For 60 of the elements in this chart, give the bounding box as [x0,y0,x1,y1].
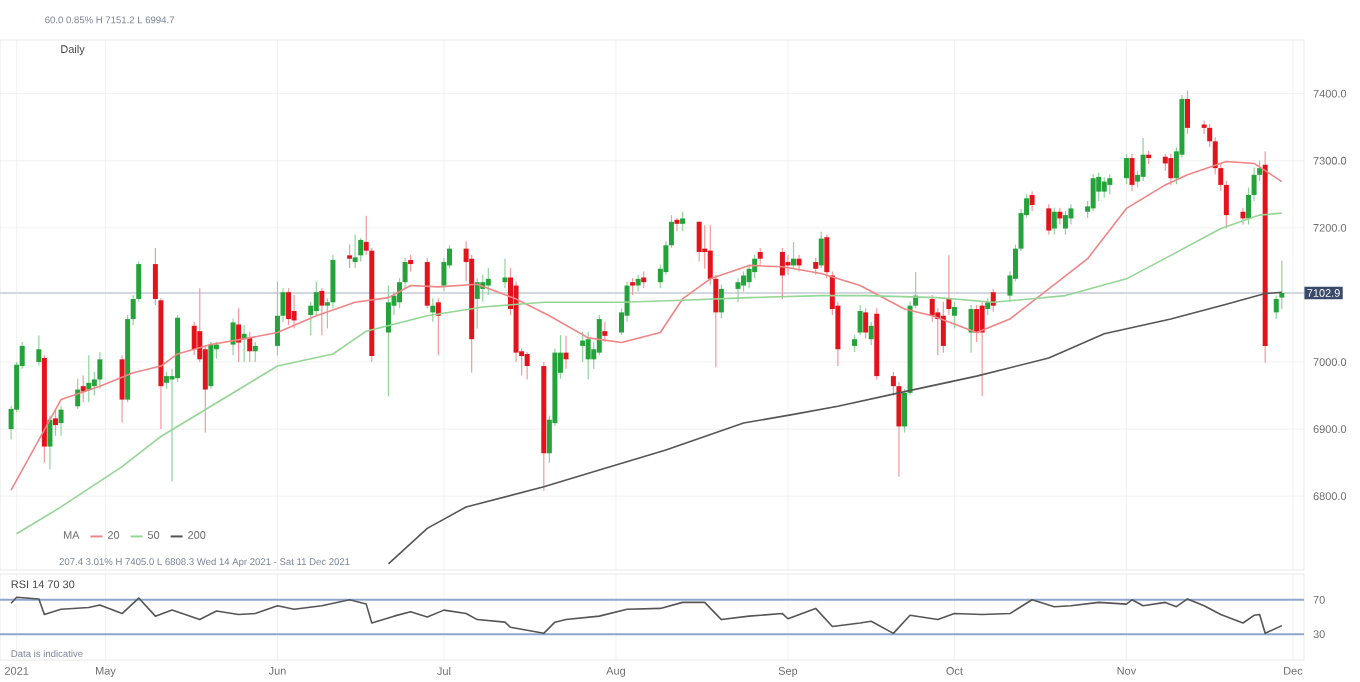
candlestick [47,415,53,470]
candlestick [358,237,364,262]
candlestick [52,408,58,437]
candlestick [274,280,280,356]
candlestick [485,267,491,296]
candlestick [1051,207,1057,236]
candlestick [696,220,702,262]
candlestick [208,341,214,390]
candlestick [968,304,974,354]
candlestick [818,231,824,269]
candlestick [247,331,253,363]
candlestick [718,284,724,320]
candlestick [1140,137,1146,182]
candlestick [1123,153,1129,185]
candlestick [1184,89,1190,135]
candlestick [474,277,480,330]
line-series [10,160,1283,491]
candlestick [286,287,292,326]
candlestick [602,321,608,343]
candlestick [1101,176,1107,199]
candlestick [524,351,530,381]
candlestick [58,405,64,437]
candlestick [1090,173,1096,212]
candlestick [1029,191,1035,212]
candlestick [940,301,946,354]
candlestick [974,304,980,343]
candlestick [979,301,985,397]
candlestick [674,217,680,232]
candlestick [868,321,874,346]
candlestick [352,233,358,269]
candlestick [1062,210,1068,236]
candlestick [319,287,325,336]
candlestick [951,301,957,330]
candlestick [680,211,686,232]
candlestick [36,334,42,366]
candlestick [230,317,236,356]
candlestick [1168,153,1174,186]
candlestick [857,304,863,336]
candlestick [580,331,586,363]
candlestick [86,354,92,403]
candlestick [585,331,591,381]
candlestick [119,354,125,424]
candlestick [291,294,297,330]
line-series [387,291,1283,565]
candlestick [424,257,430,309]
candlestick [1107,173,1113,195]
candlestick [385,284,391,397]
candlestick [97,351,103,390]
candlestick [1046,203,1052,236]
candlestick [347,244,353,269]
candlestick [735,277,741,303]
line-series [10,596,1283,635]
candlestick [435,297,441,356]
candlestick [635,274,641,293]
candlestick [80,374,86,403]
candlestick [236,307,242,363]
candlestick [863,307,869,340]
candlestick [252,341,258,363]
candlestick [502,258,508,289]
candlestick [779,247,785,300]
